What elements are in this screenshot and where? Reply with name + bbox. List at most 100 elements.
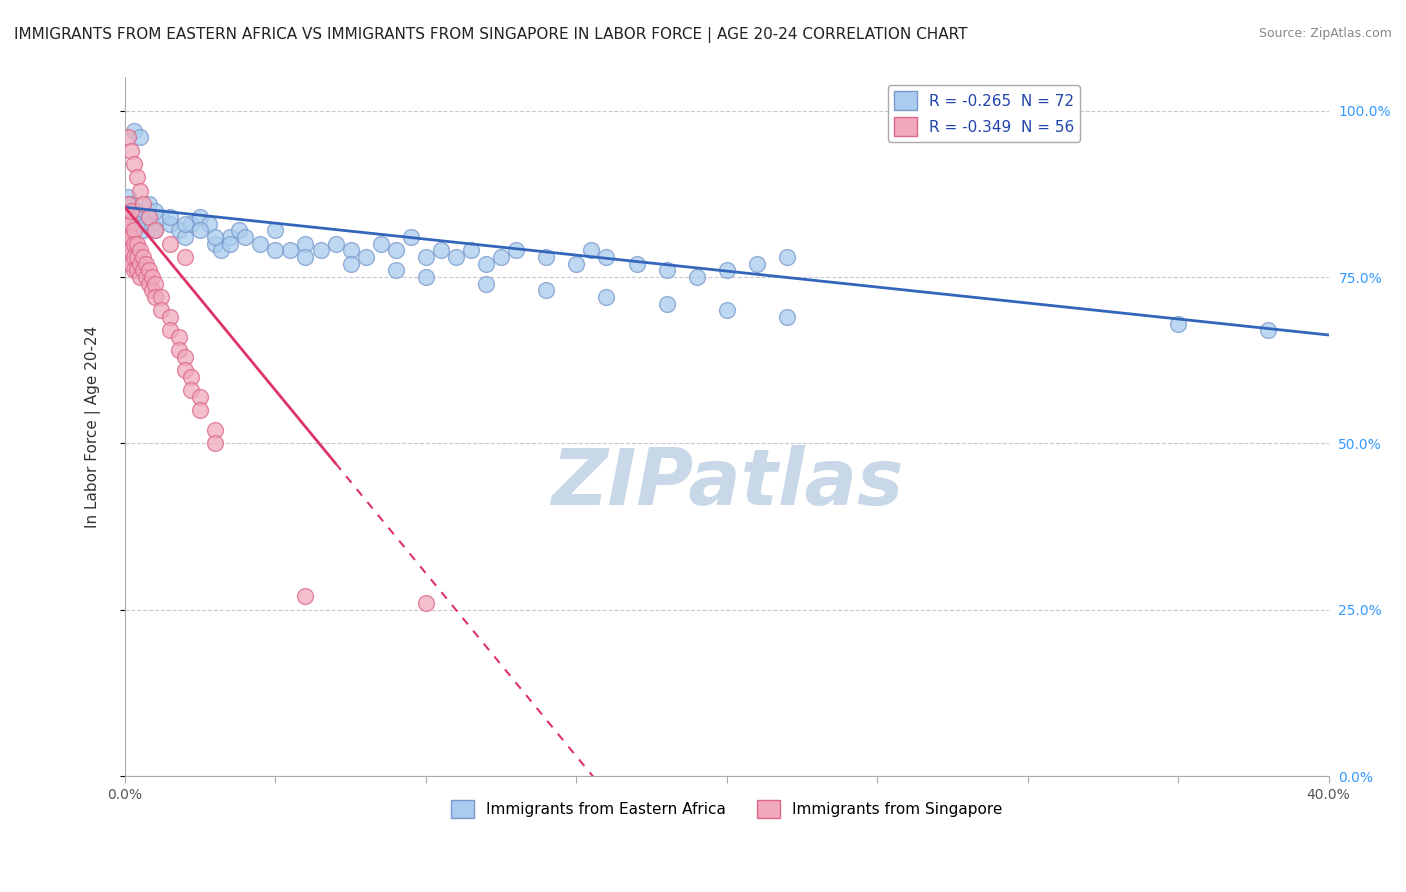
Point <box>430 244 453 258</box>
Point <box>138 277 160 291</box>
Point <box>228 223 250 237</box>
Point <box>716 303 738 318</box>
Point <box>565 257 588 271</box>
Point <box>204 236 226 251</box>
Point <box>595 290 617 304</box>
Point <box>120 203 142 218</box>
Point <box>174 350 197 364</box>
Point <box>143 223 166 237</box>
Point <box>294 236 316 251</box>
Point <box>415 596 437 610</box>
Point <box>132 223 155 237</box>
Point <box>143 277 166 291</box>
Point <box>219 236 242 251</box>
Point <box>1167 317 1189 331</box>
Point <box>505 244 527 258</box>
Point <box>150 303 173 318</box>
Point <box>219 230 242 244</box>
Point <box>460 244 482 258</box>
Point <box>122 223 145 237</box>
Point <box>138 197 160 211</box>
Point <box>135 257 157 271</box>
Point <box>132 197 155 211</box>
Point <box>159 210 181 224</box>
Point <box>180 217 202 231</box>
Point <box>489 250 512 264</box>
Point <box>264 244 287 258</box>
Point <box>129 217 152 231</box>
Point <box>117 223 139 237</box>
Point <box>120 244 142 258</box>
Point <box>120 217 142 231</box>
Point <box>174 363 197 377</box>
Point <box>686 270 709 285</box>
Point <box>204 436 226 450</box>
Point <box>141 284 163 298</box>
Point <box>117 190 139 204</box>
Point <box>370 236 392 251</box>
Point <box>138 210 160 224</box>
Point <box>143 203 166 218</box>
Point <box>188 210 211 224</box>
Point <box>129 270 152 285</box>
Point <box>129 244 152 258</box>
Point <box>475 277 498 291</box>
Point <box>138 210 160 224</box>
Point <box>141 270 163 285</box>
Point <box>129 257 152 271</box>
Point <box>339 244 361 258</box>
Point <box>188 390 211 404</box>
Point <box>1257 323 1279 337</box>
Point <box>204 423 226 437</box>
Point <box>125 250 148 264</box>
Point <box>716 263 738 277</box>
Point <box>117 236 139 251</box>
Point <box>325 236 347 251</box>
Point <box>117 210 139 224</box>
Point <box>188 223 211 237</box>
Point <box>233 230 256 244</box>
Text: Source: ZipAtlas.com: Source: ZipAtlas.com <box>1258 27 1392 40</box>
Point <box>159 323 181 337</box>
Point <box>174 250 197 264</box>
Point <box>129 184 152 198</box>
Point <box>745 257 768 271</box>
Point <box>776 250 799 264</box>
Point <box>198 217 221 231</box>
Legend: Immigrants from Eastern Africa, Immigrants from Singapore: Immigrants from Eastern Africa, Immigran… <box>446 794 1008 824</box>
Point <box>444 250 467 264</box>
Point <box>122 263 145 277</box>
Point <box>122 123 145 137</box>
Point <box>415 270 437 285</box>
Point <box>174 217 197 231</box>
Point <box>120 197 142 211</box>
Point <box>159 310 181 324</box>
Point <box>125 263 148 277</box>
Point <box>264 223 287 237</box>
Point <box>309 244 332 258</box>
Point <box>339 257 361 271</box>
Point <box>125 210 148 224</box>
Point <box>204 230 226 244</box>
Point <box>135 270 157 285</box>
Point <box>384 244 406 258</box>
Point <box>384 263 406 277</box>
Point <box>209 244 232 258</box>
Point <box>280 244 302 258</box>
Point <box>132 250 155 264</box>
Point <box>534 250 557 264</box>
Point <box>125 236 148 251</box>
Point <box>354 250 377 264</box>
Point <box>167 223 190 237</box>
Point <box>143 290 166 304</box>
Point <box>159 236 181 251</box>
Point <box>626 257 648 271</box>
Point <box>117 197 139 211</box>
Point <box>159 217 181 231</box>
Point <box>138 263 160 277</box>
Point <box>117 250 139 264</box>
Point <box>776 310 799 324</box>
Point <box>120 230 142 244</box>
Point <box>125 170 148 185</box>
Y-axis label: In Labor Force | Age 20-24: In Labor Force | Age 20-24 <box>86 326 101 528</box>
